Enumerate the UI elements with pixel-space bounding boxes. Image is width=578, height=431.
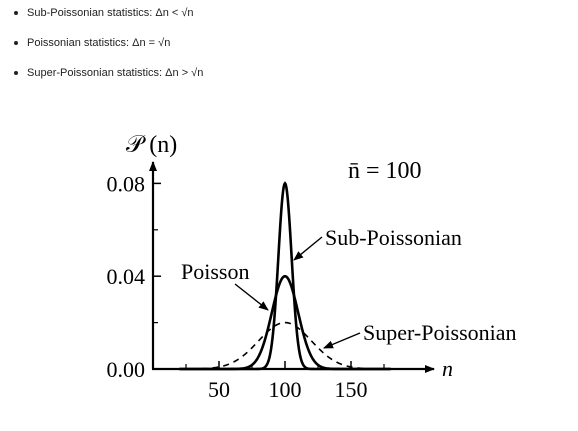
x-tick-label-50: 50 bbox=[208, 377, 230, 402]
arrow-sub-poissonian bbox=[293, 236, 323, 261]
y-tick-label-2: 0.08 bbox=[107, 171, 146, 196]
curve-super-poissonian bbox=[179, 321, 391, 370]
y-axis-label: 𝒫 (n) bbox=[126, 132, 177, 158]
curve-poisson bbox=[179, 274, 391, 371]
bullet-poissonian: Poissonian statistics: Δn = √n bbox=[14, 36, 203, 50]
y-tick-label-1: 0.04 bbox=[107, 264, 146, 289]
annotation-poisson: Poisson bbox=[181, 259, 249, 284]
arrow-poisson bbox=[234, 283, 269, 311]
x-axis-label: n bbox=[442, 356, 453, 381]
y-tick-label-0: 0.00 bbox=[107, 357, 146, 382]
x-tick-label-150: 150 bbox=[335, 377, 368, 402]
bullet-sub-poissonian: Sub-Poissonian statistics: Δn < √n bbox=[14, 6, 203, 20]
axis-ticks: 50 100 150 0.00 0.04 0.08 bbox=[107, 171, 385, 402]
annotation-super-poissonian: Super-Poissonian bbox=[363, 320, 517, 345]
bullet-super-poissonian: Super-Poissonian statistics: Δn > √n bbox=[14, 66, 203, 80]
bullet-list: Sub-Poissonian statistics: Δn < √n Poiss… bbox=[14, 6, 203, 96]
distribution-curves bbox=[179, 181, 391, 371]
annotation-sub-poissonian: Sub-Poissonian bbox=[325, 225, 462, 250]
x-tick-label-100: 100 bbox=[269, 377, 302, 402]
mean-label: n̄ = 100 bbox=[348, 158, 422, 184]
arrow-super-poissonian bbox=[323, 332, 361, 349]
